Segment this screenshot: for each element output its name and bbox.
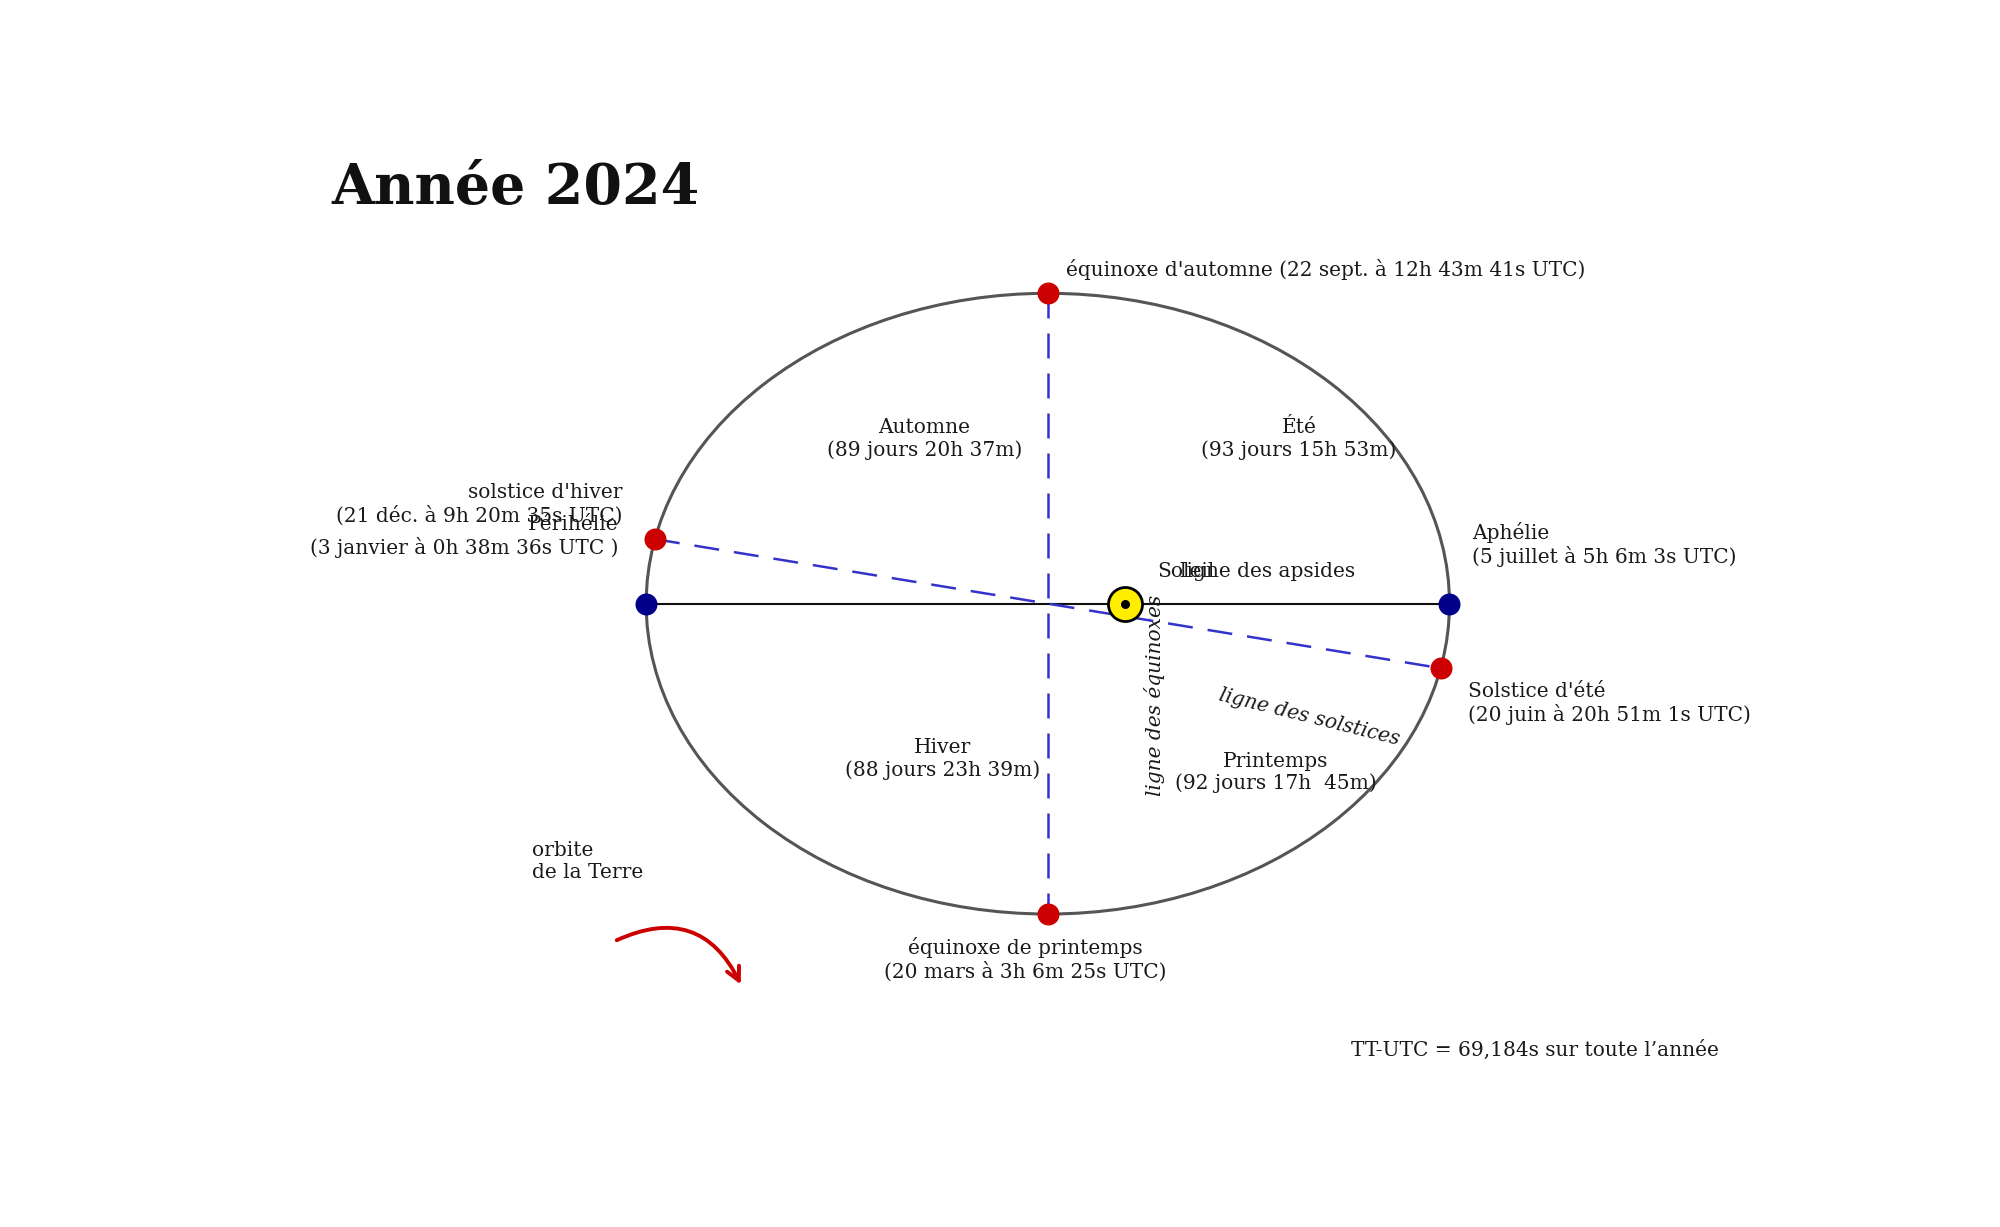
Text: Aphélie
(5 juillet à 5h 6m 3s UTC): Aphélie (5 juillet à 5h 6m 3s UTC) [1472, 521, 1736, 567]
Text: Été
(93 jours 15h 53m): Été (93 jours 15h 53m) [1202, 418, 1396, 460]
Point [1110, 594, 1142, 614]
Text: ligne des solstices: ligne des solstices [1216, 686, 1402, 750]
Text: équinoxe d'automne (22 sept. à 12h 43m 41s UTC): équinoxe d'automne (22 sept. à 12h 43m 4… [1066, 259, 1586, 280]
Text: équinoxe de printemps
(20 mars à 3h 6m 25s UTC): équinoxe de printemps (20 mars à 3h 6m 2… [884, 937, 1166, 982]
Point [638, 529, 670, 548]
Text: Solstice d'été
(20 juin à 20h 51m 1s UTC): Solstice d'été (20 juin à 20h 51m 1s UTC… [1468, 682, 1750, 725]
Point [1032, 904, 1064, 924]
Text: ligne des équinoxes: ligne des équinoxes [1144, 594, 1164, 795]
Point [1434, 594, 1466, 614]
Text: ligne des apsides: ligne des apsides [1180, 562, 1356, 580]
Point [1110, 594, 1142, 614]
Text: orbite
de la Terre: orbite de la Terre [532, 840, 644, 882]
Text: Soleil: Soleil [1158, 562, 1214, 580]
Point [1424, 659, 1456, 679]
Point [630, 594, 662, 614]
Text: Printemps
(92 jours 17h  45m): Printemps (92 jours 17h 45m) [1176, 752, 1376, 794]
Text: Hiver
(88 jours 23h 39m): Hiver (88 jours 23h 39m) [846, 737, 1040, 779]
FancyArrowPatch shape [616, 928, 738, 980]
Text: solstice d'hiver
(21 déc. à 9h 20m 35s UTC): solstice d'hiver (21 déc. à 9h 20m 35s U… [336, 483, 622, 525]
Point [1032, 283, 1064, 303]
Text: Périhélie
(3 janvier à 0h 38m 36s UTC ): Périhélie (3 janvier à 0h 38m 36s UTC ) [310, 514, 618, 558]
Text: Automne
(89 jours 20h 37m): Automne (89 jours 20h 37m) [826, 418, 1022, 460]
Text: TT-UTC = 69,184s sur toute l’année: TT-UTC = 69,184s sur toute l’année [1350, 1040, 1718, 1060]
Text: Année 2024: Année 2024 [332, 161, 700, 216]
